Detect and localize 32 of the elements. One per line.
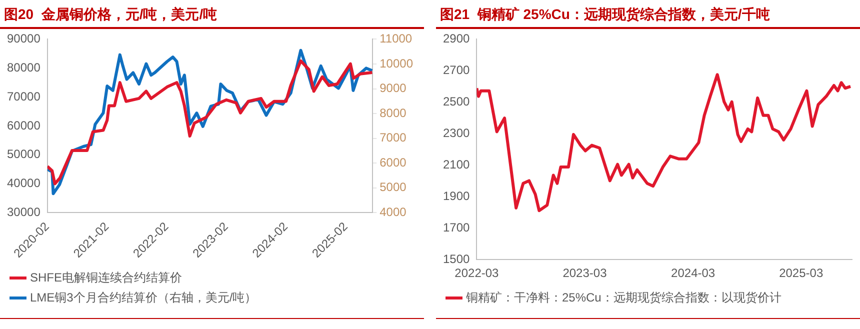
y-tick-label: 90000 [6,32,41,46]
y2-tick-label: 5000 [380,180,407,194]
y-tick-label: 60000 [6,118,41,132]
legend-label: 铜精矿：干净料：25%Cu：远期现货综合指数：以现货价计 [465,290,782,304]
x-tick-label: 2022-03 [454,266,500,280]
x-tick-label: 2023-03 [562,266,608,280]
y-tick-label: 2100 [442,157,470,172]
y-tick-label: 40000 [6,176,41,190]
x-tick-label: 2024-03 [671,266,716,280]
y-tick-label: 1500 [442,252,470,266]
y-tick-label: 30000 [6,204,41,219]
chart-title: 图21 铜精矿 25%Cu：远期现货综合指数，美元/千吨 [436,4,860,29]
y2-tick-label: 7000 [380,130,407,145]
y2-tick-label: 10000 [380,56,414,70]
legend-label: SHFE电解铜连续合约结算价 [30,270,182,284]
y-tick-label: 80000 [6,60,41,74]
y2-tick-label: 8000 [380,106,407,120]
y2-tick-label: 4000 [380,204,407,219]
legend-label: LME铜3个月合约结算价（右轴，美元/吨） [30,290,257,304]
x-tick-label: 2025-03 [779,266,824,280]
y-tick-label: 1900 [442,188,470,203]
y-tick-label: 1700 [442,220,470,234]
y2-tick-label: 11000 [380,32,412,46]
chart-title: 图20 金属铜价格，元/吨，美元/吨 [0,4,424,29]
y2-tick-label: 9000 [380,81,407,96]
y-tick-label: 2900 [442,32,470,46]
y-tick-label: 2500 [442,94,470,108]
y-tick-label: 70000 [6,89,41,104]
y-tick-label: 2700 [442,63,470,77]
y-tick-label: 2300 [442,126,470,140]
y-tick-label: 50000 [6,147,41,162]
y2-tick-label: 6000 [380,155,407,170]
